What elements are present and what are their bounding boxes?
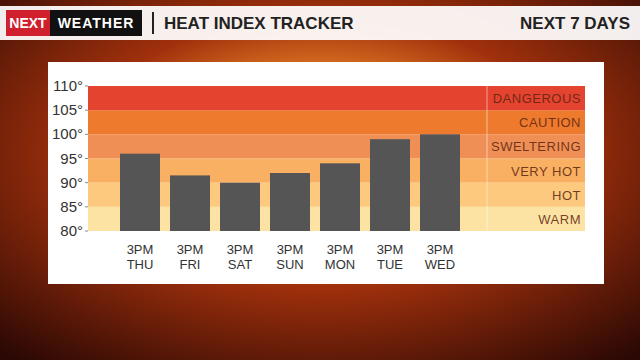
y-tick-label: 90° — [60, 174, 83, 191]
bar — [120, 154, 160, 231]
y-tick-label: 100° — [52, 125, 83, 142]
band — [88, 86, 585, 110]
title: HEAT INDEX TRACKER — [164, 14, 354, 33]
band-label: SWELTERING — [491, 139, 581, 154]
x-tick-label: 3PMWED — [425, 242, 455, 272]
y-tick — [85, 110, 88, 111]
brand-sub: WEATHER — [58, 15, 135, 31]
panel — [48, 62, 604, 284]
chart: NEXT WEATHER HEAT INDEX TRACKER NEXT 7 DAYS… — [0, 0, 640, 360]
bars — [120, 134, 460, 231]
y-tick — [85, 206, 88, 207]
band-label: CAUTION — [519, 115, 581, 130]
logo-box — [6, 10, 50, 36]
bar — [320, 163, 360, 231]
divider — [152, 12, 154, 34]
header-bar — [0, 6, 640, 40]
band-label: VERY HOT — [511, 164, 581, 179]
y-tick-label: 85° — [60, 198, 83, 215]
background — [0, 0, 640, 360]
band-label: DANGEROUS — [493, 91, 581, 106]
bar — [270, 173, 310, 231]
band-label: WARM — [538, 212, 581, 227]
logo-sub-box — [50, 10, 142, 36]
y-tick — [85, 182, 88, 183]
x-tick-label: 3PMFRI — [177, 242, 204, 272]
y-tick-label: 95° — [60, 150, 83, 167]
bar — [220, 183, 260, 231]
y-tick — [85, 134, 88, 135]
separator — [487, 86, 488, 231]
x-tick-label: 3PMTUE — [377, 242, 404, 272]
y-tick-label: 110° — [53, 77, 83, 94]
y-tick-label: 80° — [60, 222, 83, 239]
y-tick — [85, 158, 88, 159]
subtitle: NEXT 7 DAYS — [520, 14, 630, 33]
x-tick-label: 3PMSUN — [276, 242, 303, 272]
y-tick-label: 105° — [52, 101, 83, 118]
x-tick-label: 3PMSAT — [227, 242, 254, 272]
y-tick — [85, 86, 88, 87]
band — [88, 134, 585, 158]
bar — [370, 139, 410, 231]
bar — [420, 134, 460, 231]
bar — [170, 175, 210, 231]
y-tick — [85, 231, 88, 232]
band-label: HOT — [552, 188, 581, 203]
x-tick-label: 3PMMON — [325, 242, 355, 272]
band — [88, 110, 585, 134]
x-tick-label: 3PMTHU — [127, 242, 154, 272]
brand: NEXT — [9, 15, 47, 31]
